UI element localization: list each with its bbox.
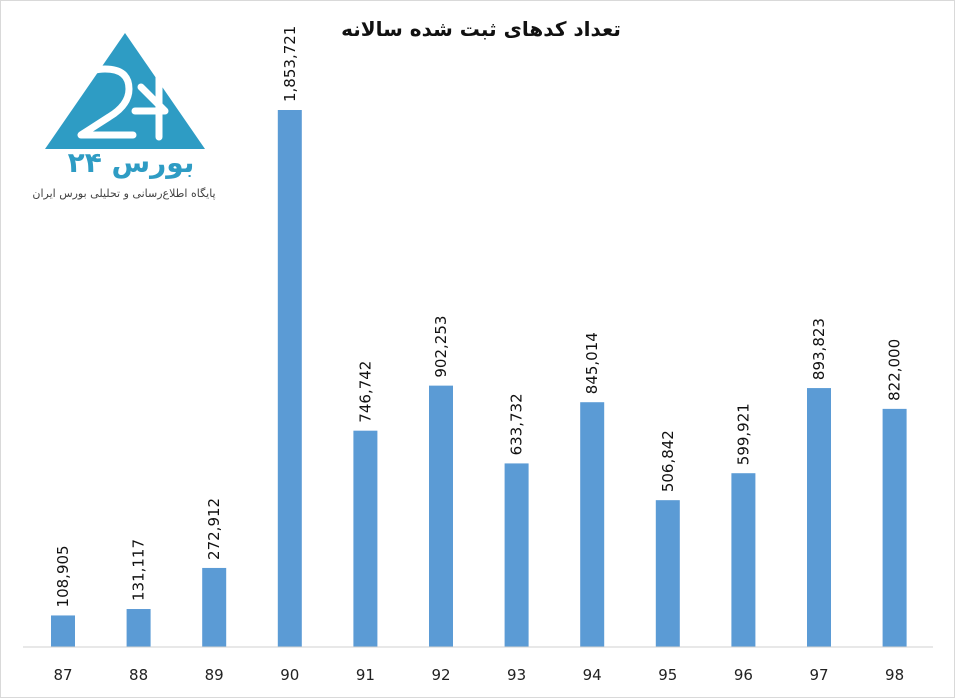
data-label-92: 902,253 bbox=[432, 316, 450, 378]
bar-94 bbox=[580, 402, 605, 647]
chart-title: تعداد کدهای ثبت شده سالانه bbox=[341, 17, 621, 41]
x-tick-label-98: 98 bbox=[885, 666, 904, 684]
bar-93 bbox=[504, 463, 529, 647]
x-tick-label-94: 94 bbox=[583, 666, 602, 684]
x-tick-label-95: 95 bbox=[658, 666, 677, 684]
x-tick-label-92: 92 bbox=[431, 666, 450, 684]
data-label-88: 131,117 bbox=[130, 539, 148, 601]
logo-tagline: پایگاه اطلاع‌رسانی و تحلیلی بورس ایران bbox=[32, 187, 216, 200]
data-label-95: 506,842 bbox=[659, 430, 677, 492]
bar-97 bbox=[807, 388, 831, 647]
x-tick-label-89: 89 bbox=[205, 666, 224, 684]
x-tick-label-97: 97 bbox=[809, 666, 828, 684]
data-label-94: 845,014 bbox=[583, 332, 601, 394]
x-tick-label-93: 93 bbox=[507, 666, 526, 684]
bar-98 bbox=[882, 408, 907, 647]
x-tick-labels-group: 87 88 89 90 91 92 93 94 95 96 97 98 bbox=[53, 666, 904, 684]
data-label-90: 1,853,721 bbox=[281, 26, 299, 102]
x-tick-label-87: 87 bbox=[53, 666, 72, 684]
data-label-89: 272,912 bbox=[205, 498, 223, 560]
x-tick-label-90: 90 bbox=[280, 666, 299, 684]
bar-92 bbox=[429, 385, 453, 647]
bar-96 bbox=[731, 473, 756, 647]
logo bbox=[9, 31, 239, 211]
logo-name: بورس ۲۴ bbox=[67, 146, 195, 179]
data-label-97: 893,823 bbox=[810, 318, 828, 380]
data-label-96: 599,921 bbox=[734, 403, 752, 465]
data-label-87: 108,905 bbox=[54, 545, 72, 607]
data-label-93: 633,732 bbox=[508, 393, 526, 455]
bar-89 bbox=[202, 567, 227, 647]
bar-87 bbox=[51, 615, 75, 647]
bar-91 bbox=[353, 430, 378, 647]
bar-88 bbox=[126, 609, 151, 647]
x-tick-label-96: 96 bbox=[734, 666, 753, 684]
x-tick-label-91: 91 bbox=[356, 666, 375, 684]
bars-group bbox=[51, 110, 907, 647]
bar-95 bbox=[655, 500, 680, 647]
x-tick-label-88: 88 bbox=[129, 666, 148, 684]
data-label-91: 746,742 bbox=[356, 361, 374, 423]
logo-triangle-icon bbox=[45, 33, 205, 149]
data-labels-group: 108,905 131,117 272,912 1,853,721 746,742 902… bbox=[54, 26, 904, 608]
data-label-98: 822,000 bbox=[886, 339, 904, 401]
bar-90 bbox=[277, 110, 302, 647]
